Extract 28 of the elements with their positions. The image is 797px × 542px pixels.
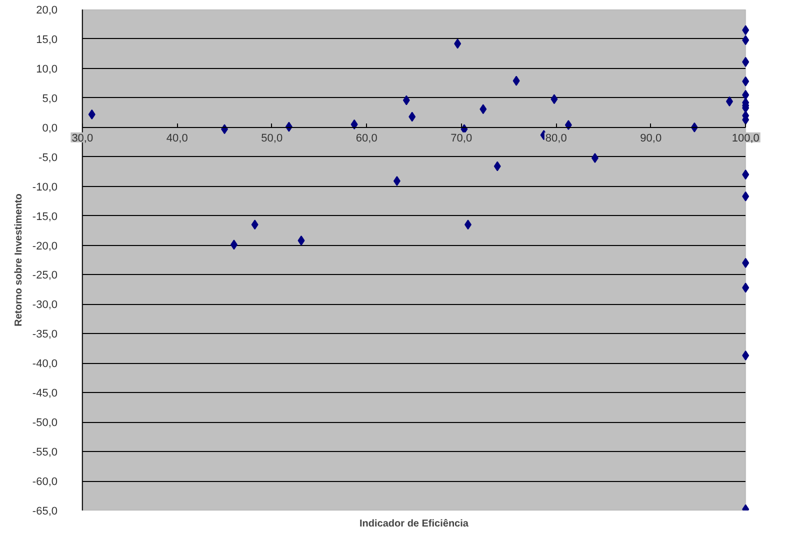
y-tick-label: -35,0 [32, 328, 58, 341]
y-tick-label: 20,0 [36, 4, 58, 16]
y-tick-label: 15,0 [36, 34, 58, 46]
y-tick-label: -40,0 [32, 358, 58, 370]
y-tick-label: -5,0 [38, 152, 58, 164]
y-tick-label: -50,0 [32, 417, 58, 430]
y-tick-label: 5,0 [42, 92, 58, 105]
x-tick-label: 60,0 [356, 132, 378, 144]
y-tick-label: -20,0 [32, 240, 58, 252]
x-tick-label: 50,0 [261, 132, 283, 144]
x-tick-label: 40,0 [166, 132, 188, 144]
x-tick-label: 70,0 [450, 132, 472, 144]
x-tick-label: 30,0 [72, 132, 94, 144]
y-tick-label: -45,0 [32, 388, 58, 400]
y-tick-label: -60,0 [32, 476, 58, 488]
y-tick-label: -65,0 [32, 506, 58, 518]
y-tick-label: 0,0 [42, 122, 58, 134]
y-tick-label: -25,0 [32, 270, 58, 282]
y-tick-label: 10,0 [36, 63, 58, 76]
y-tick-label: -15,0 [32, 210, 58, 223]
x-axis-title: Indicador de Eficiência [360, 518, 469, 530]
x-tick-label: 80,0 [545, 132, 567, 144]
x-tick-label: 100,0 [732, 132, 760, 144]
x-tick-label: 90,0 [640, 132, 662, 144]
y-tick-label: -55,0 [32, 446, 58, 459]
y-tick-label: -10,0 [32, 181, 58, 194]
y-tick-label: -30,0 [32, 299, 58, 312]
y-axis-title: Retorno sobre Investimento [13, 194, 24, 326]
